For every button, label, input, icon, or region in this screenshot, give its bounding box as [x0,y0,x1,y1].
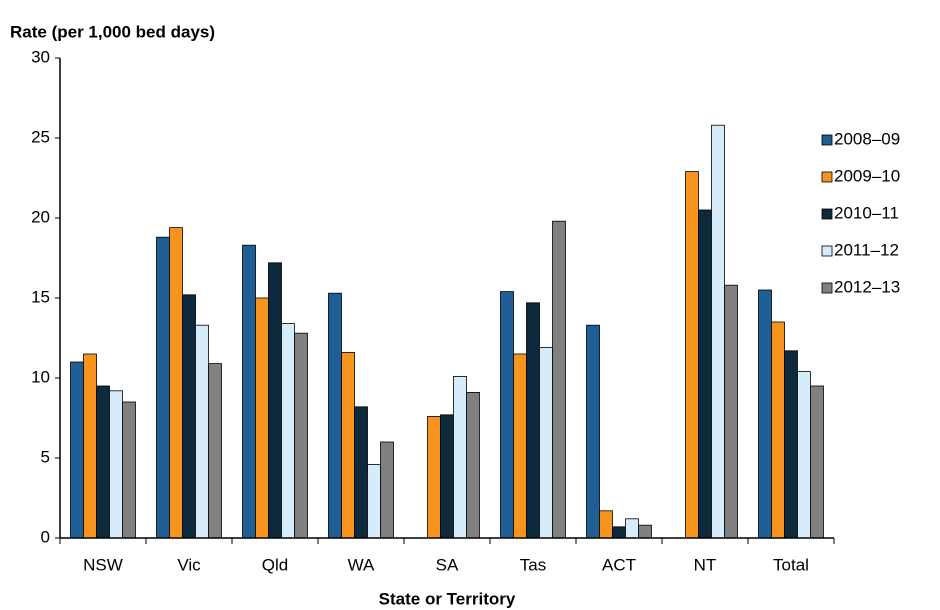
y-tick-label: 30 [31,47,50,66]
bar [685,171,699,539]
x-tick-label: SA [436,555,459,574]
bar [513,353,527,539]
x-tick-label: Tas [520,555,546,574]
y-tick-label: 15 [31,287,50,306]
bar [268,262,282,539]
y-tick-label: 10 [31,367,50,386]
bar [453,375,467,539]
bar [242,244,256,539]
legend-swatch [821,208,833,220]
y-tick-label: 0 [41,527,50,546]
bar [109,390,123,539]
x-axis-title: State or Territory [379,589,516,608]
bar [367,463,381,539]
x-tick-label: WA [348,555,375,574]
bar [380,441,394,539]
bar [810,385,824,539]
y-tick-label: 25 [31,127,50,146]
bar [784,350,798,539]
x-tick-label: Total [773,555,809,574]
bar [599,510,613,539]
legend-swatch [821,134,833,146]
bar [341,351,355,539]
legend-label: 2008–09 [834,129,900,148]
legend-label: 2010–11 [834,203,899,222]
bar [526,302,540,539]
bar [122,401,136,539]
y-tick-label: 5 [41,447,50,466]
bar [156,236,170,539]
bar [698,209,712,539]
bar [771,321,785,539]
bar [586,324,600,539]
bar [328,292,342,539]
bar [294,332,308,539]
legend-label: 2009–10 [834,166,900,185]
bar [427,415,441,539]
bar [625,518,639,539]
bar [797,371,811,539]
bar [208,363,222,539]
bar [281,323,295,539]
x-tick-label: Qld [262,555,288,574]
x-tick-label: NSW [83,555,123,574]
bar [169,227,183,539]
bar [70,361,84,539]
bar [552,220,566,539]
bar [354,406,368,539]
legend-swatch [821,245,833,257]
x-tick-label: Vic [177,555,201,574]
bar [500,291,514,539]
bar [182,294,196,539]
bar [440,414,454,539]
legend-swatch [821,282,833,294]
x-tick-label: ACT [602,555,636,574]
bar [724,284,738,539]
bar [539,347,553,539]
bar [96,385,110,539]
y-tick-label: 20 [31,207,50,226]
bar [612,526,626,539]
bar [466,391,480,539]
legend-label: 2012–13 [834,277,900,296]
bar [711,124,725,539]
bar [638,524,652,539]
bar [758,289,772,539]
x-tick-label: NT [694,555,717,574]
bar [255,297,269,539]
legend-swatch [821,171,833,183]
bar [195,324,209,539]
legend-label: 2011–12 [834,240,899,259]
bar [83,353,97,539]
y-axis-title: Rate (per 1,000 bed days) [10,22,215,41]
